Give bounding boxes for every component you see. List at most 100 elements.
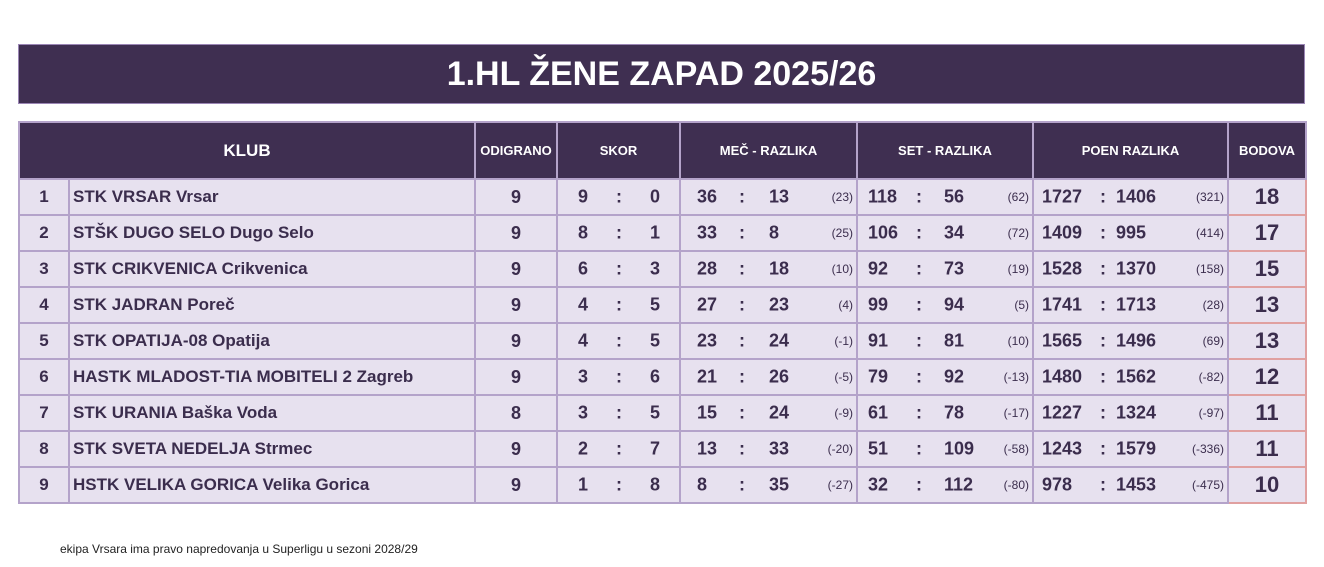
poen-against: 1453 — [1116, 474, 1157, 495]
set-cell: 118 : 56 (62) — [856, 178, 1034, 216]
table-row: 3 STK CRIKVENICA Crikvenica 9 6 : 3 28 : 1… — [18, 250, 1307, 288]
set-cell: 106 : 34 (72) — [856, 214, 1034, 252]
set-cell: 51 : 109 (-58) — [856, 430, 1034, 468]
mec-cell: 36 : 13 (23) — [679, 178, 858, 216]
club-name: HSTK VELIKA GORICA Velika Gorica — [68, 466, 476, 504]
rank: 1 — [18, 178, 70, 216]
rank: 7 — [18, 394, 70, 432]
set-against: 81 — [944, 330, 965, 351]
club-name: STK OPATIJA-08 Opatija — [68, 322, 476, 360]
mec-difference: (-20) — [827, 442, 853, 456]
poen-difference: (-475) — [1191, 478, 1224, 492]
club-name: STK SVETA NEDELJA Strmec — [68, 430, 476, 468]
mec-cell: 27 : 23 (4) — [679, 286, 858, 324]
mec-cell: 23 : 24 (-1) — [679, 322, 858, 360]
mec-against: 35 — [769, 474, 790, 495]
set-for: 61 — [868, 402, 889, 423]
poen-against: 1579 — [1116, 438, 1157, 459]
mec-difference: (4) — [838, 298, 853, 312]
played: 9 — [474, 286, 558, 324]
played: 9 — [474, 178, 558, 216]
mec-cell: 15 : 24 (-9) — [679, 394, 858, 432]
poen-difference: (69) — [1202, 334, 1224, 348]
set-difference: (72) — [1007, 226, 1029, 240]
club-name: STŠK DUGO SELO Dugo Selo — [68, 214, 476, 252]
played: 9 — [474, 466, 558, 504]
poen-difference: (-82) — [1198, 370, 1224, 384]
separator: : — [616, 258, 622, 279]
separator: : — [916, 402, 922, 423]
points: 12 — [1227, 358, 1307, 396]
points: 13 — [1227, 286, 1307, 324]
skor-for: 3 — [578, 402, 589, 423]
skor-against: 7 — [650, 438, 661, 459]
set-difference: (10) — [1007, 334, 1029, 348]
separator: : — [739, 474, 745, 495]
standings-table: KLUB ODIGRANO SKOR MEČ - RAZLIKA SET - R… — [18, 121, 1307, 504]
played: 9 — [474, 214, 558, 252]
separator: : — [739, 330, 745, 351]
separator: : — [1100, 294, 1106, 315]
poen-against: 1713 — [1116, 294, 1157, 315]
poen-cell: 1565 : 1496 (69) — [1032, 322, 1229, 360]
set-against: 112 — [944, 474, 974, 495]
skor-cell: 4 : 5 — [556, 286, 681, 324]
separator: : — [916, 186, 922, 207]
poen-for: 1741 — [1042, 294, 1083, 315]
separator: : — [916, 366, 922, 387]
header-odigrano: ODIGRANO — [474, 121, 558, 180]
mec-cell: 13 : 33 (-20) — [679, 430, 858, 468]
poen-difference: (-336) — [1191, 442, 1224, 456]
skor-against: 8 — [650, 474, 661, 495]
poen-against: 1370 — [1116, 258, 1157, 279]
mec-difference: (-27) — [827, 478, 853, 492]
set-difference: (-58) — [1003, 442, 1029, 456]
poen-cell: 1727 : 1406 (321) — [1032, 178, 1229, 216]
points: 11 — [1227, 430, 1307, 468]
set-against: 109 — [944, 438, 975, 459]
separator: : — [739, 222, 745, 243]
header-poen: POEN RAZLIKA — [1032, 121, 1229, 180]
mec-against: 18 — [769, 258, 790, 279]
separator: : — [916, 474, 922, 495]
separator: : — [616, 366, 622, 387]
separator: : — [916, 330, 922, 351]
club-name: STK JADRAN Poreč — [68, 286, 476, 324]
set-for: 32 — [868, 474, 889, 495]
mec-for: 21 — [697, 366, 718, 387]
header-row: KLUB ODIGRANO SKOR MEČ - RAZLIKA SET - R… — [18, 121, 1307, 180]
mec-for: 28 — [697, 258, 718, 279]
poen-against: 1562 — [1116, 366, 1157, 387]
set-difference: (-80) — [1003, 478, 1029, 492]
poen-cell: 1409 : 995 (414) — [1032, 214, 1229, 252]
rank: 2 — [18, 214, 70, 252]
poen-against: 1406 — [1116, 186, 1157, 207]
poen-cell: 1243 : 1579 (-336) — [1032, 430, 1229, 468]
rank: 9 — [18, 466, 70, 504]
mec-cell: 33 : 8 (25) — [679, 214, 858, 252]
played: 9 — [474, 430, 558, 468]
poen-for: 1727 — [1042, 186, 1083, 207]
skor-cell: 4 : 5 — [556, 322, 681, 360]
set-for: 79 — [868, 366, 889, 387]
set-cell: 79 : 92 (-13) — [856, 358, 1034, 396]
poen-against: 1324 — [1116, 402, 1157, 423]
separator: : — [1100, 330, 1106, 351]
set-for: 91 — [868, 330, 889, 351]
mec-against: 24 — [769, 330, 790, 351]
skor-against: 0 — [650, 186, 661, 207]
footnote: ekipa Vrsara ima pravo napredovanja u Su… — [60, 542, 418, 556]
table-row: 2 STŠK DUGO SELO Dugo Selo 9 8 : 1 33 : 8 … — [18, 214, 1307, 252]
poen-for: 1227 — [1042, 402, 1083, 423]
mec-cell: 28 : 18 (10) — [679, 250, 858, 288]
mec-difference: (10) — [831, 262, 853, 276]
separator: : — [739, 366, 745, 387]
poen-cell: 1480 : 1562 (-82) — [1032, 358, 1229, 396]
separator: : — [616, 438, 622, 459]
separator: : — [916, 438, 922, 459]
set-for: 118 — [868, 186, 898, 207]
poen-for: 1565 — [1042, 330, 1083, 351]
set-difference: (62) — [1007, 190, 1029, 204]
poen-cell: 978 : 1453 (-475) — [1032, 466, 1229, 504]
page-title: 1.HL ŽENE ZAPAD 2025/26 — [18, 44, 1305, 104]
